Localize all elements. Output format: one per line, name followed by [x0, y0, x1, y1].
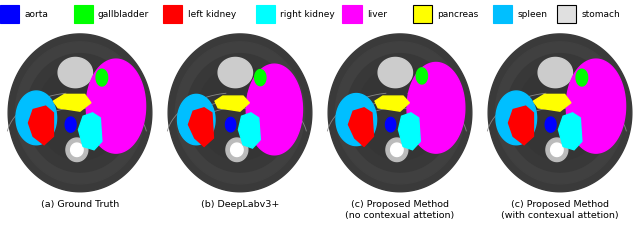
Polygon shape: [517, 66, 603, 161]
Polygon shape: [488, 35, 632, 192]
Bar: [493, 6, 512, 24]
Polygon shape: [175, 43, 305, 184]
Polygon shape: [550, 143, 563, 157]
Polygon shape: [226, 139, 248, 162]
Polygon shape: [559, 113, 582, 150]
Polygon shape: [496, 92, 536, 145]
Polygon shape: [576, 70, 588, 87]
Text: left kidney: left kidney: [188, 10, 236, 19]
Polygon shape: [375, 97, 410, 112]
Polygon shape: [177, 95, 215, 145]
Polygon shape: [378, 58, 413, 88]
Polygon shape: [255, 70, 266, 86]
Polygon shape: [546, 139, 568, 162]
Bar: [0, 6, 19, 24]
Polygon shape: [215, 97, 250, 112]
Bar: [256, 6, 275, 24]
Text: (c) Proposed Method
(no contexual attetion): (c) Proposed Method (no contexual atteti…: [346, 199, 454, 220]
Text: stomach: stomach: [581, 10, 620, 19]
Text: spleen: spleen: [517, 10, 547, 19]
Polygon shape: [15, 43, 145, 184]
Polygon shape: [416, 68, 428, 85]
Polygon shape: [495, 43, 625, 184]
Polygon shape: [86, 60, 145, 153]
Bar: [557, 6, 576, 24]
Polygon shape: [390, 143, 403, 157]
Polygon shape: [566, 60, 625, 153]
Text: aorta: aorta: [24, 10, 48, 19]
Polygon shape: [58, 58, 93, 88]
Polygon shape: [26, 55, 134, 172]
Polygon shape: [335, 43, 465, 184]
Text: gallbladder: gallbladder: [98, 10, 149, 19]
Text: (c) Proposed Method
(with contexual attetion): (c) Proposed Method (with contexual atte…: [501, 199, 619, 220]
Polygon shape: [545, 117, 556, 133]
Polygon shape: [225, 118, 236, 132]
Polygon shape: [538, 58, 573, 88]
Text: liver: liver: [367, 10, 387, 19]
Polygon shape: [79, 113, 102, 150]
Polygon shape: [65, 117, 76, 133]
Bar: [413, 6, 432, 24]
Polygon shape: [54, 95, 91, 112]
Polygon shape: [386, 139, 408, 162]
Polygon shape: [37, 66, 123, 161]
Polygon shape: [508, 107, 534, 145]
Polygon shape: [246, 65, 303, 155]
Text: (b) DeepLabv3+: (b) DeepLabv3+: [201, 199, 279, 208]
Polygon shape: [16, 92, 56, 145]
Text: right kidney: right kidney: [280, 10, 335, 19]
Polygon shape: [407, 63, 465, 153]
Polygon shape: [357, 66, 443, 161]
Polygon shape: [399, 113, 420, 150]
Polygon shape: [230, 143, 243, 157]
Polygon shape: [28, 107, 54, 145]
Text: pancreas: pancreas: [437, 10, 478, 19]
Polygon shape: [70, 143, 83, 157]
Text: (a) Ground Truth: (a) Ground Truth: [41, 199, 119, 208]
Polygon shape: [186, 55, 294, 172]
Polygon shape: [336, 94, 376, 146]
Polygon shape: [348, 108, 374, 147]
Polygon shape: [239, 113, 260, 148]
Polygon shape: [188, 108, 214, 147]
Polygon shape: [328, 35, 472, 192]
Bar: [342, 6, 362, 24]
Polygon shape: [66, 139, 88, 162]
Polygon shape: [346, 55, 454, 172]
Polygon shape: [168, 35, 312, 192]
Polygon shape: [506, 55, 614, 172]
Polygon shape: [197, 66, 283, 161]
Polygon shape: [218, 58, 253, 88]
Polygon shape: [96, 70, 108, 87]
Polygon shape: [385, 118, 396, 132]
Polygon shape: [8, 35, 152, 192]
Bar: [74, 6, 93, 24]
Bar: [163, 6, 182, 24]
Polygon shape: [534, 95, 571, 112]
